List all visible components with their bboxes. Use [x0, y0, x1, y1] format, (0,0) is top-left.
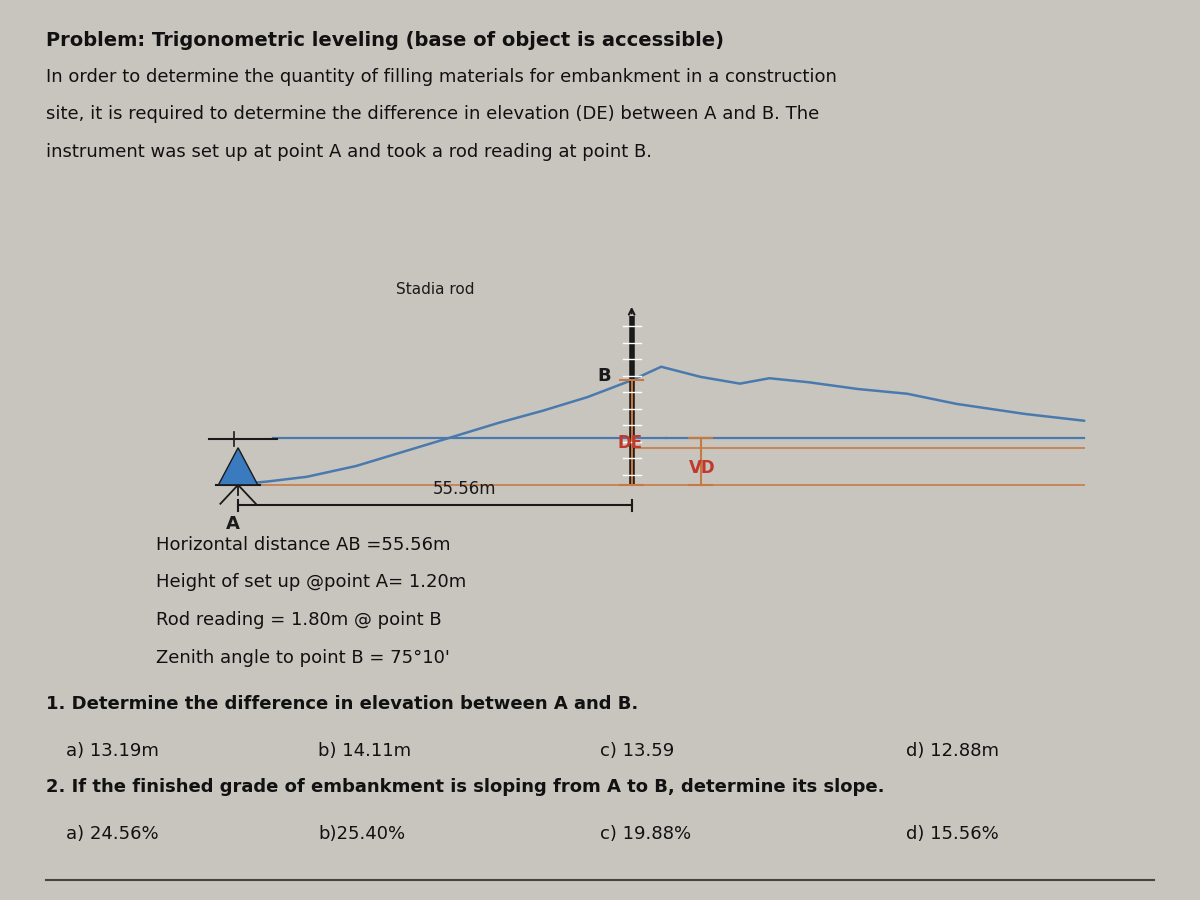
Text: instrument was set up at point A and took a rod reading at point B.: instrument was set up at point A and too… — [46, 143, 652, 161]
Text: b) 14.11m: b) 14.11m — [318, 742, 412, 760]
Text: c) 13.59: c) 13.59 — [600, 742, 674, 760]
Text: a) 24.56%: a) 24.56% — [66, 825, 158, 843]
Text: site, it is required to determine the difference in elevation (DE) between A and: site, it is required to determine the di… — [46, 105, 818, 123]
Text: 1. Determine the difference in elevation between A and B.: 1. Determine the difference in elevation… — [46, 695, 638, 713]
Text: 2. If the finished grade of embankment is sloping from A to B, determine its slo: 2. If the finished grade of embankment i… — [46, 778, 884, 796]
Text: In order to determine the quantity of filling materials for embankment in a cons: In order to determine the quantity of fi… — [46, 68, 836, 86]
Text: Stadia rod: Stadia rod — [396, 283, 474, 297]
Text: c) 19.88%: c) 19.88% — [600, 825, 691, 843]
Text: Horizontal distance AB =55.56m: Horizontal distance AB =55.56m — [156, 536, 450, 554]
Text: Rod reading = 1.80m @ point B: Rod reading = 1.80m @ point B — [156, 611, 442, 629]
Text: a) 13.19m: a) 13.19m — [66, 742, 158, 760]
Text: Zenith angle to point B = 75°10': Zenith angle to point B = 75°10' — [156, 649, 450, 667]
Text: Height of set up @point A= 1.20m: Height of set up @point A= 1.20m — [156, 573, 467, 591]
Text: VD: VD — [689, 459, 716, 477]
Text: Problem: Trigonometric leveling (base of object is accessible): Problem: Trigonometric leveling (base of… — [46, 32, 724, 50]
Polygon shape — [218, 448, 258, 485]
Text: B: B — [598, 366, 611, 384]
Text: DE: DE — [617, 434, 642, 452]
Text: A: A — [227, 515, 240, 533]
Text: 55.56m: 55.56m — [433, 481, 496, 499]
Text: d) 12.88m: d) 12.88m — [906, 742, 998, 760]
Text: b)25.40%: b)25.40% — [318, 825, 406, 843]
Text: d) 15.56%: d) 15.56% — [906, 825, 998, 843]
